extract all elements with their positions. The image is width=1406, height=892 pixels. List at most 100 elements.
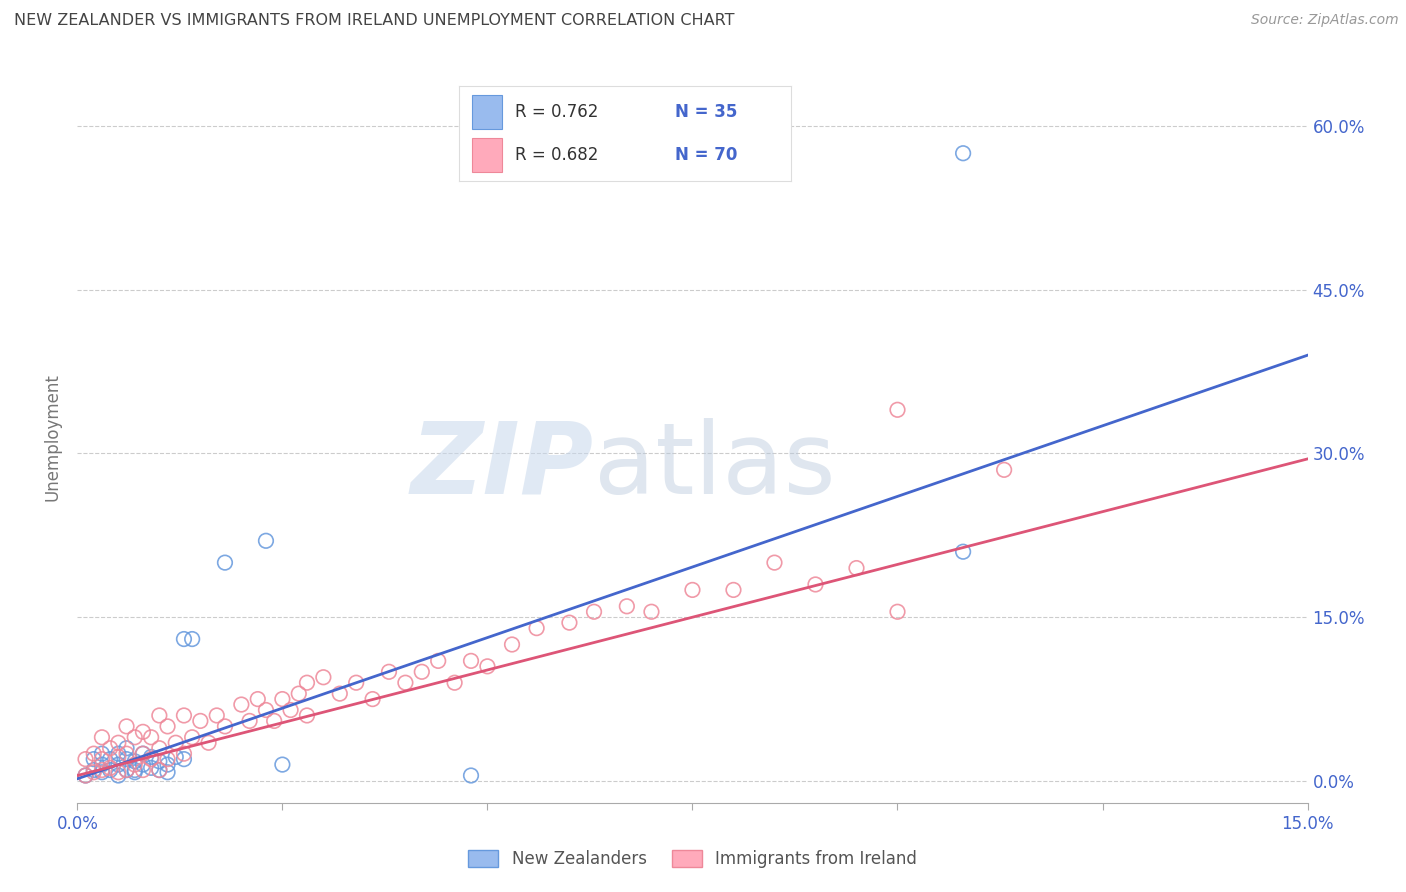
Point: [124, 757, 146, 772]
Point: [156, 752, 179, 766]
Point: [254, 703, 277, 717]
Point: [231, 698, 253, 712]
Point: [115, 752, 138, 766]
Point: [197, 736, 219, 750]
Point: [583, 605, 606, 619]
Point: [115, 719, 138, 733]
Point: [188, 714, 212, 728]
Point: [173, 632, 195, 646]
Point: [115, 763, 138, 777]
Point: [558, 615, 581, 630]
Point: [886, 402, 908, 417]
Point: [616, 599, 638, 614]
Point: [75, 752, 97, 766]
Point: [148, 763, 170, 777]
Point: [141, 731, 163, 745]
Point: [115, 741, 138, 756]
Point: [83, 752, 105, 766]
Point: [312, 670, 335, 684]
Point: [394, 675, 416, 690]
Point: [181, 731, 204, 745]
Point: [148, 763, 170, 777]
Point: [165, 750, 187, 764]
Point: [952, 545, 974, 559]
Point: [329, 687, 352, 701]
Point: [90, 765, 114, 780]
Point: [132, 724, 155, 739]
Text: Source: ZipAtlas.com: Source: ZipAtlas.com: [1251, 13, 1399, 28]
Point: [83, 747, 105, 761]
Point: [75, 768, 97, 782]
Point: [132, 747, 155, 761]
Point: [124, 763, 146, 777]
Point: [132, 757, 155, 772]
Point: [98, 763, 121, 777]
Legend: New Zealanders, Immigrants from Ireland: New Zealanders, Immigrants from Ireland: [461, 844, 924, 875]
Point: [115, 763, 138, 777]
Point: [107, 765, 129, 780]
Point: [132, 747, 155, 761]
Point: [90, 757, 114, 772]
Point: [501, 638, 523, 652]
Point: [271, 692, 294, 706]
Point: [124, 765, 146, 780]
Point: [526, 621, 548, 635]
Point: [214, 719, 236, 733]
Point: [98, 752, 121, 766]
Point: [295, 708, 318, 723]
Point: [477, 659, 499, 673]
Point: [344, 675, 367, 690]
Point: [90, 747, 114, 761]
Point: [124, 754, 146, 768]
Point: [124, 731, 146, 745]
Point: [156, 765, 179, 780]
Point: [98, 741, 121, 756]
Point: [107, 747, 129, 761]
Point: [214, 556, 236, 570]
Point: [993, 463, 1015, 477]
Point: [141, 750, 163, 764]
Point: [254, 533, 277, 548]
Point: [845, 561, 868, 575]
Text: NEW ZEALANDER VS IMMIGRANTS FROM IRELAND UNEMPLOYMENT CORRELATION CHART: NEW ZEALANDER VS IMMIGRANTS FROM IRELAND…: [14, 13, 734, 29]
Point: [83, 765, 105, 780]
Point: [165, 736, 187, 750]
Point: [411, 665, 433, 679]
Point: [107, 757, 129, 772]
Point: [443, 675, 465, 690]
Point: [952, 146, 974, 161]
Point: [804, 577, 827, 591]
Point: [640, 605, 662, 619]
Point: [107, 768, 129, 782]
Point: [280, 703, 302, 717]
Point: [115, 747, 138, 761]
Point: [763, 556, 786, 570]
Point: [295, 675, 318, 690]
Point: [246, 692, 269, 706]
Point: [173, 752, 195, 766]
Point: [148, 741, 170, 756]
Point: [886, 605, 908, 619]
Point: [181, 632, 204, 646]
Point: [205, 708, 228, 723]
Point: [173, 708, 195, 723]
Point: [148, 708, 170, 723]
Point: [90, 731, 114, 745]
Point: [132, 763, 155, 777]
Point: [83, 763, 105, 777]
Text: atlas: atlas: [595, 417, 835, 515]
Point: [98, 761, 121, 775]
Point: [378, 665, 401, 679]
Point: [460, 654, 482, 668]
Point: [107, 736, 129, 750]
Point: [682, 582, 704, 597]
Point: [723, 582, 745, 597]
Point: [90, 752, 114, 766]
Text: ZIP: ZIP: [411, 417, 595, 515]
Point: [141, 761, 163, 775]
Point: [156, 757, 179, 772]
Point: [156, 719, 179, 733]
Point: [263, 714, 285, 728]
Point: [460, 768, 482, 782]
Point: [271, 757, 294, 772]
